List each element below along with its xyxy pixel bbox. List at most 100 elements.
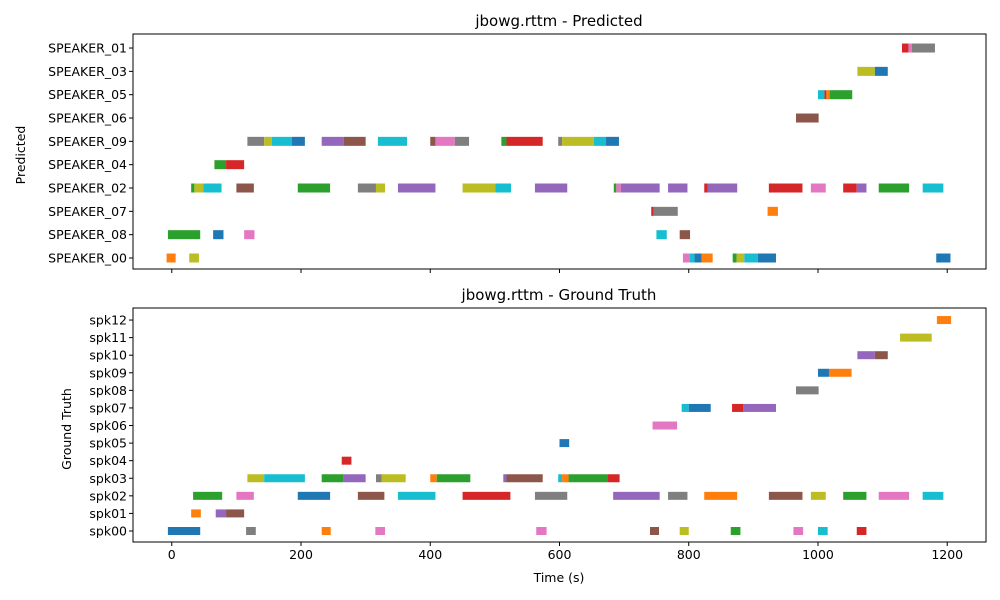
segment-bar (454, 136, 470, 146)
x-tick-label: 800 (677, 547, 701, 562)
segment-bar (321, 474, 344, 483)
y-tick-label: spk06 (89, 418, 127, 433)
y-tick-label: spk11 (89, 330, 127, 345)
segment-bar (829, 90, 853, 100)
segment-bar (375, 527, 386, 535)
segment-bar (436, 474, 471, 483)
ground-truth-timeline-chart: jbowg.rttm - Ground Truth Ground Truth T… (59, 286, 987, 585)
segment-bar (874, 351, 888, 360)
y-tick-label: SPEAKER_09 (48, 134, 127, 149)
segment-bar (704, 491, 738, 500)
segment-bar (291, 136, 305, 146)
segment-bar (193, 491, 223, 500)
segment-bar (495, 183, 512, 193)
y-tick-label: SPEAKER_07 (48, 204, 127, 219)
x-tick-label: 1000 (802, 547, 834, 562)
y-tick-label: spk09 (89, 365, 127, 380)
chart-title: jbowg.rttm - Predicted (474, 12, 642, 30)
segment-bar (767, 206, 778, 216)
segment-bar (236, 491, 254, 500)
segment-bar (568, 474, 608, 483)
y-axis-label: Predicted (13, 126, 28, 185)
segment-bar (343, 474, 366, 483)
segment-bar (247, 136, 265, 146)
segment-bar (857, 351, 875, 360)
y-tick-label: spk05 (89, 436, 127, 451)
segment-bar (843, 183, 857, 193)
y-tick-label: SPEAKER_04 (48, 157, 127, 172)
segment-bar (651, 206, 654, 216)
y-axis-label: Ground Truth (59, 388, 74, 470)
segment-bar (213, 230, 224, 240)
x-axis-label: Time (s) (533, 570, 585, 585)
segment-bar (826, 90, 830, 100)
x-tick-label: 0 (168, 547, 176, 562)
segment-bar (911, 43, 935, 53)
segment-bar (264, 136, 272, 146)
y-tick-label: SPEAKER_05 (48, 87, 127, 102)
segment-bar (817, 527, 828, 535)
segment-bar (343, 136, 366, 146)
segment-bar (668, 183, 688, 193)
y-tick-label: SPEAKER_00 (48, 251, 127, 266)
segment-bar (381, 474, 406, 483)
segment-bar (810, 491, 826, 500)
y-tick-label: SPEAKER_03 (48, 64, 127, 79)
segment-bar (503, 474, 507, 483)
segment-bar (810, 183, 826, 193)
segment-bar (922, 491, 944, 500)
y-tick-label: SPEAKER_08 (48, 227, 127, 242)
segment-bar (936, 253, 951, 263)
segment-bar (690, 253, 695, 263)
segment-bar (357, 183, 376, 193)
segment-bar (707, 183, 738, 193)
segment-bar (297, 183, 331, 193)
y-tick-label: SPEAKER_02 (48, 181, 127, 196)
segment-bar (271, 136, 292, 146)
y-tick-label: spk12 (89, 313, 127, 328)
segment-bar (856, 527, 867, 535)
segment-bar (558, 136, 563, 146)
segment-bar (652, 421, 678, 430)
segment-bar (297, 491, 331, 500)
segment-bar (688, 403, 711, 412)
segment-bar (397, 183, 436, 193)
segment-bar (215, 509, 227, 518)
segment-bar (341, 456, 352, 465)
plot-frame (132, 33, 987, 270)
segment-bar (694, 253, 702, 263)
segment-bar (244, 230, 255, 240)
segment-bar (828, 368, 852, 377)
y-tick-label: spk00 (89, 524, 127, 539)
x-tick-label: 1200 (931, 547, 963, 562)
segment-bar (856, 183, 867, 193)
segment-bar (901, 43, 909, 53)
y-tick-label: spk10 (89, 348, 127, 363)
segment-bar (668, 491, 688, 500)
segment-bar (613, 491, 660, 500)
y-tick-label: SPEAKER_01 (48, 41, 127, 56)
predicted-timeline-chart: jbowg.rttm - Predicted Predicted SPEAKER… (13, 12, 987, 273)
segment-bar (562, 136, 594, 146)
segment-bar (357, 491, 385, 500)
segment-bar (616, 183, 621, 193)
segment-bar (656, 230, 667, 240)
segment-bar (796, 113, 819, 123)
segment-bar (908, 43, 912, 53)
segment-bar (559, 439, 570, 448)
x-tick-label: 400 (418, 547, 442, 562)
segment-bar (375, 183, 386, 193)
segment-bar (321, 527, 331, 535)
segment-bar (732, 253, 737, 263)
segment-bar (430, 136, 436, 146)
segment-bar (536, 527, 547, 535)
segment-bar (462, 491, 511, 500)
segment-bar (226, 160, 245, 170)
segment-bar (679, 527, 689, 535)
segment-bar (194, 183, 204, 193)
y-tick-label: spk03 (89, 471, 127, 486)
segment-bar (246, 527, 256, 535)
segment-bar (793, 527, 804, 535)
y-tick-label: spk07 (89, 400, 127, 415)
segment-bar (649, 527, 660, 535)
